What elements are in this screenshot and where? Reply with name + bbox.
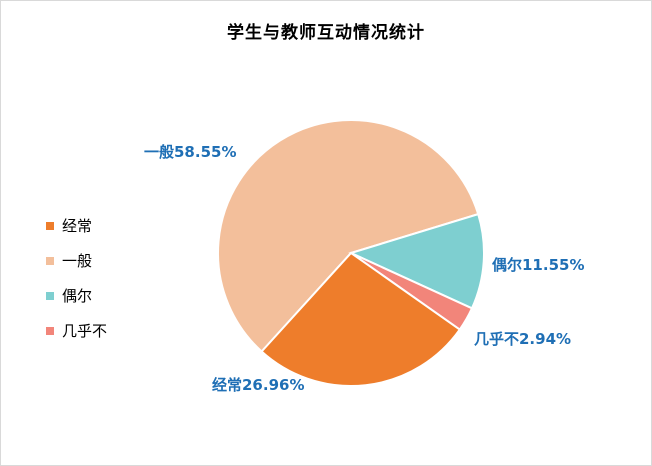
legend-swatch-jihubu <box>46 326 54 335</box>
legend-label-ouer: 偶尔 <box>62 287 93 305</box>
data-label-jingchang: 经常26.96% <box>212 376 304 394</box>
pie-slice-jingchang <box>260 251 462 387</box>
legend-swatch-yiban <box>46 256 54 265</box>
legend: 经常 一般 偶尔 几乎不 <box>46 208 107 348</box>
legend-swatch-jingchang <box>46 221 54 230</box>
legend-label-yiban: 一般 <box>62 252 93 270</box>
pie-slice-ouer <box>348 212 485 310</box>
legend-swatch-ouer <box>46 291 54 300</box>
data-label-yiban: 一般58.55% <box>144 143 236 161</box>
legend-item-jingchang: 经常 <box>46 208 107 243</box>
data-label-jihubu: 几乎不2.94% <box>474 330 571 348</box>
legend-label-jihubu: 几乎不 <box>62 322 108 340</box>
legend-item-yiban: 一般 <box>46 243 107 278</box>
legend-item-jihubu: 几乎不 <box>46 313 107 348</box>
data-label-ouer: 偶尔11.55% <box>492 256 584 274</box>
legend-label-jingchang: 经常 <box>62 217 93 235</box>
pie-slice-yiban <box>217 119 480 353</box>
legend-item-ouer: 偶尔 <box>46 278 107 313</box>
chart-title: 学生与教师互动情况统计 <box>227 23 425 43</box>
